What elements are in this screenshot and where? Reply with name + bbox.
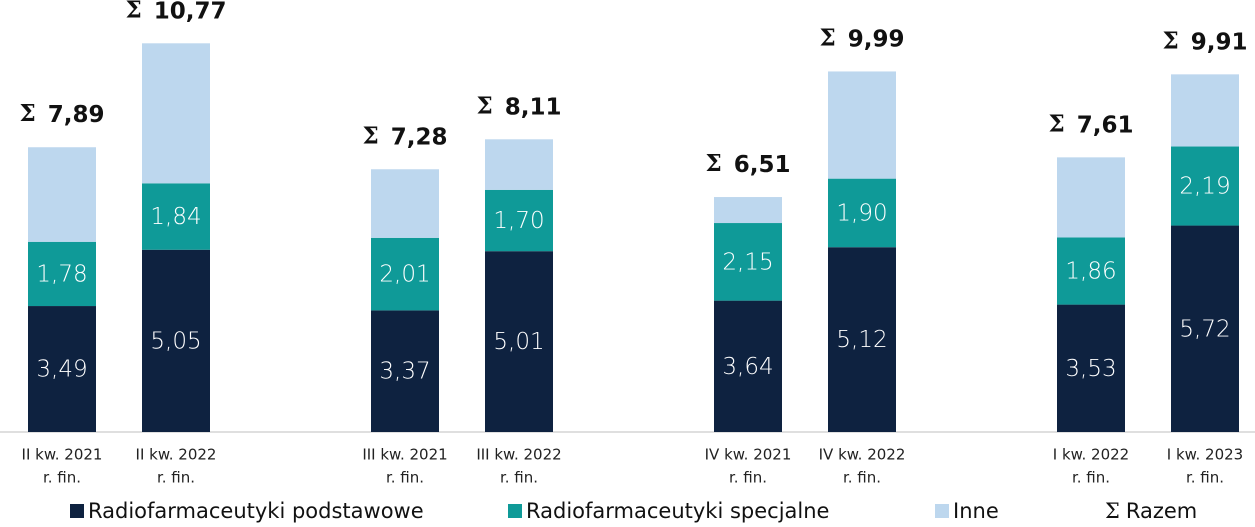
bar-segment — [714, 197, 782, 224]
x-tick-label: I kw. 2022 — [1053, 446, 1129, 464]
value-label: 1,90 — [836, 200, 887, 226]
value-label: 5,01 — [493, 329, 544, 355]
x-tick-label: II kw. 2021 — [22, 446, 103, 464]
legend-label: Inne — [953, 499, 999, 523]
total-symbol: Σ — [1162, 27, 1178, 54]
legend-swatch — [935, 504, 949, 518]
value-label: 3,64 — [722, 354, 773, 380]
value-label: 3,53 — [1065, 356, 1116, 382]
x-tick-label: r. fin. — [1072, 469, 1110, 487]
bar-segment — [714, 300, 782, 432]
x-tick-label: IV kw. 2021 — [705, 446, 792, 464]
total-value: 7,28 — [391, 124, 448, 150]
total-value: 9,91 — [1191, 29, 1248, 55]
legend-name: Razem — [1126, 499, 1197, 523]
x-tick-label: r. fin. — [500, 469, 538, 487]
bar-segment — [142, 249, 210, 432]
x-tick-label: II kw. 2022 — [136, 446, 217, 464]
total-label: Σ 9,91 — [1162, 27, 1247, 55]
value-label: 1,84 — [150, 204, 201, 230]
bar-segment — [485, 139, 553, 190]
bar-segment — [142, 183, 210, 250]
legend-swatch — [508, 504, 522, 518]
total-label: Σ 8,11 — [476, 92, 561, 120]
value-label: 1,78 — [36, 261, 87, 287]
total-symbol: Σ — [125, 0, 141, 23]
x-tick-label: III kw. 2021 — [362, 446, 447, 464]
total-symbol: Σ — [19, 100, 35, 127]
total-label: Σ 7,61 — [1048, 110, 1133, 137]
bar-segment — [1171, 74, 1239, 147]
x-tick-label: r. fin. — [1186, 469, 1224, 487]
x-tick-label: III kw. 2022 — [476, 446, 561, 464]
value-label: 1,70 — [493, 208, 544, 234]
total-value: 8,11 — [505, 94, 562, 120]
bar-segment — [371, 169, 439, 238]
total-value: 6,51 — [734, 152, 791, 178]
bar-segment — [28, 147, 96, 242]
bar-segment — [1057, 304, 1125, 432]
bar-segment — [371, 237, 439, 311]
bar-segment — [1057, 237, 1125, 305]
value-label: 5,72 — [1179, 316, 1230, 342]
total-value: 7,61 — [1077, 112, 1134, 138]
bar-segment — [1171, 146, 1239, 226]
bar-segment — [828, 178, 896, 248]
bar-segment — [28, 241, 96, 307]
legend-swatch — [70, 504, 84, 518]
bar-segment — [828, 71, 896, 179]
total-symbol: Σ — [1048, 110, 1064, 137]
bar-segment — [28, 306, 96, 432]
bar-segment — [828, 247, 896, 432]
total-value: 10,77 — [154, 0, 227, 24]
total-label: Σ 9,99 — [819, 24, 904, 52]
x-tick-label: I kw. 2023 — [1167, 446, 1243, 464]
value-label: 1,86 — [1065, 259, 1116, 285]
x-tick-label: r. fin. — [43, 469, 81, 487]
bar-segment — [485, 189, 553, 252]
legend-label: Radiofarmaceutyki podstawowe — [88, 499, 424, 523]
x-tick-label: r. fin. — [843, 469, 881, 487]
value-label: 2,15 — [722, 249, 773, 275]
total-label: Σ 7,89 — [19, 100, 104, 128]
value-label: 2,19 — [1179, 174, 1230, 200]
value-label: 3,49 — [36, 357, 87, 383]
bar-segment — [1057, 157, 1125, 238]
value-label: 5,12 — [836, 327, 887, 353]
bar-segment — [485, 251, 553, 432]
total-label: Σ 10,77 — [125, 0, 226, 24]
x-tick-label: r. fin. — [729, 469, 767, 487]
total-symbol: Σ — [362, 122, 378, 149]
bar-segment — [142, 43, 210, 184]
x-tick-label: IV kw. 2022 — [819, 446, 906, 464]
legend-label: Radiofarmaceutyki specjalne — [526, 499, 829, 523]
total-symbol: Σ — [476, 92, 492, 119]
legend-label: Σ Razem — [1105, 499, 1197, 524]
x-tick-label: r. fin. — [157, 469, 195, 487]
legend-symbol: Σ — [1105, 499, 1120, 523]
total-symbol: Σ — [819, 24, 835, 51]
value-label: 2,01 — [379, 262, 430, 288]
total-symbol: Σ — [705, 150, 721, 177]
value-label: 5,05 — [150, 328, 201, 354]
bar-segment — [371, 310, 439, 432]
total-label: Σ 6,51 — [705, 150, 790, 178]
value-label: 3,37 — [379, 359, 430, 385]
bar-segment — [714, 223, 782, 301]
total-label: Σ 7,28 — [362, 122, 447, 150]
total-value: 7,89 — [48, 102, 105, 128]
total-value: 9,99 — [848, 26, 905, 52]
x-tick-label: r. fin. — [386, 469, 424, 487]
bar-segment — [1171, 225, 1239, 432]
